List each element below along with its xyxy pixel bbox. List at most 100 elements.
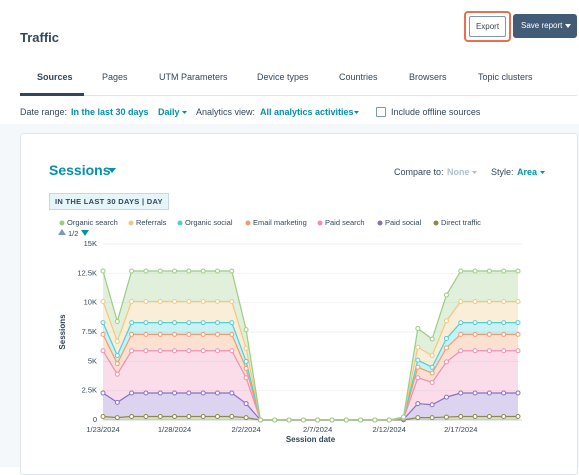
data-point <box>458 268 464 274</box>
data-point <box>229 331 235 337</box>
data-point <box>486 331 492 337</box>
data-point <box>214 348 220 354</box>
chart: 1/2 0 2.5K 5K 7.5K 10K 12.5K 15K 1/23/2024 1/28/… <box>58 218 522 444</box>
data-point <box>157 320 163 326</box>
data-point <box>415 325 421 331</box>
data-point <box>186 331 192 337</box>
data-point <box>415 364 421 370</box>
data-point <box>358 417 364 423</box>
pager-next[interactable] <box>81 230 89 236</box>
data-point <box>486 348 492 354</box>
caret <box>182 111 187 114</box>
data-point <box>100 268 106 274</box>
x-tick-label: 2/17/2024 <box>444 425 477 434</box>
date-range-value[interactable]: In the last 30 days <box>71 107 149 117</box>
data-point <box>214 298 220 304</box>
data-point <box>472 413 478 419</box>
data-point <box>458 320 464 326</box>
data-point <box>472 348 478 354</box>
data-point <box>501 413 507 419</box>
data-point <box>143 320 149 326</box>
data-point <box>243 327 249 333</box>
tab[interactable]: Topic clusters <box>478 72 533 82</box>
caret <box>565 24 571 28</box>
data-point <box>486 268 492 274</box>
y-tick-label: 0 <box>93 415 97 424</box>
data-point <box>501 268 507 274</box>
data-point <box>443 359 449 365</box>
series-area <box>103 350 518 420</box>
caret <box>540 171 545 174</box>
data-point <box>172 348 178 354</box>
x-tick-label: 2/7/2024 <box>303 425 332 434</box>
data-point <box>443 345 449 351</box>
frequency-value[interactable]: Daily <box>158 107 180 117</box>
style-value[interactable]: Area <box>517 167 538 177</box>
data-point <box>200 413 206 419</box>
x-tick-label: 2/12/2024 <box>373 425 406 434</box>
report-title[interactable]: Sessions <box>49 162 111 178</box>
x-tick-label: 1/23/2024 <box>86 425 119 434</box>
data-point <box>200 320 206 326</box>
data-point <box>486 390 492 396</box>
tab[interactable]: Device types <box>257 72 309 82</box>
data-point <box>157 348 163 354</box>
y-tick-label: 2.5K <box>82 386 97 395</box>
data-point <box>229 320 235 326</box>
data-point <box>143 390 149 396</box>
data-point <box>114 338 120 344</box>
data-point <box>257 417 263 423</box>
x-tick-label: 1/28/2024 <box>158 425 191 434</box>
pager-prev[interactable] <box>58 229 66 235</box>
data-point <box>458 413 464 419</box>
data-point <box>143 348 149 354</box>
legend-label: Referrals <box>136 218 167 227</box>
caret <box>472 171 477 174</box>
data-point <box>443 318 449 324</box>
y-tick-label: 12.5K <box>77 268 97 277</box>
tab[interactable]: Browsers <box>409 72 447 82</box>
tab[interactable]: UTM Parameters <box>159 72 228 82</box>
offline-checkbox[interactable] <box>376 107 386 117</box>
data-point <box>143 298 149 304</box>
tab[interactable]: Countries <box>339 72 378 82</box>
y-tick-label: 10K <box>84 298 97 307</box>
data-point <box>515 348 521 354</box>
data-point <box>501 390 507 396</box>
tab[interactable]: Pages <box>102 72 128 82</box>
export-highlight <box>464 11 511 42</box>
data-point <box>129 348 135 354</box>
data-point <box>200 268 206 274</box>
data-point <box>272 417 278 423</box>
data-point <box>243 345 249 351</box>
data-point <box>186 320 192 326</box>
save-report-button[interactable] <box>513 14 577 38</box>
export-button[interactable]: Export <box>469 16 506 37</box>
data-point <box>415 401 421 407</box>
data-point <box>172 390 178 396</box>
data-point <box>515 390 521 396</box>
legend-swatch <box>245 220 251 226</box>
data-point <box>129 413 135 419</box>
tab[interactable]: Sources <box>37 72 73 82</box>
data-point <box>515 298 521 304</box>
view-value[interactable]: All analytics activities <box>260 107 354 117</box>
data-point <box>486 298 492 304</box>
data-point <box>458 390 464 396</box>
data-point <box>100 298 106 304</box>
data-point <box>114 399 120 405</box>
data-point <box>458 298 464 304</box>
caret <box>354 111 359 114</box>
data-point <box>243 415 249 421</box>
data-point <box>415 344 421 350</box>
data-point <box>114 352 120 358</box>
compare-value[interactable]: None <box>447 167 470 177</box>
save-report-label: Save report <box>521 21 563 30</box>
data-point <box>114 415 120 421</box>
series-area <box>103 416 518 420</box>
data-point <box>372 417 378 423</box>
data-point <box>157 268 163 274</box>
data-point <box>143 413 149 419</box>
data-point <box>229 390 235 396</box>
